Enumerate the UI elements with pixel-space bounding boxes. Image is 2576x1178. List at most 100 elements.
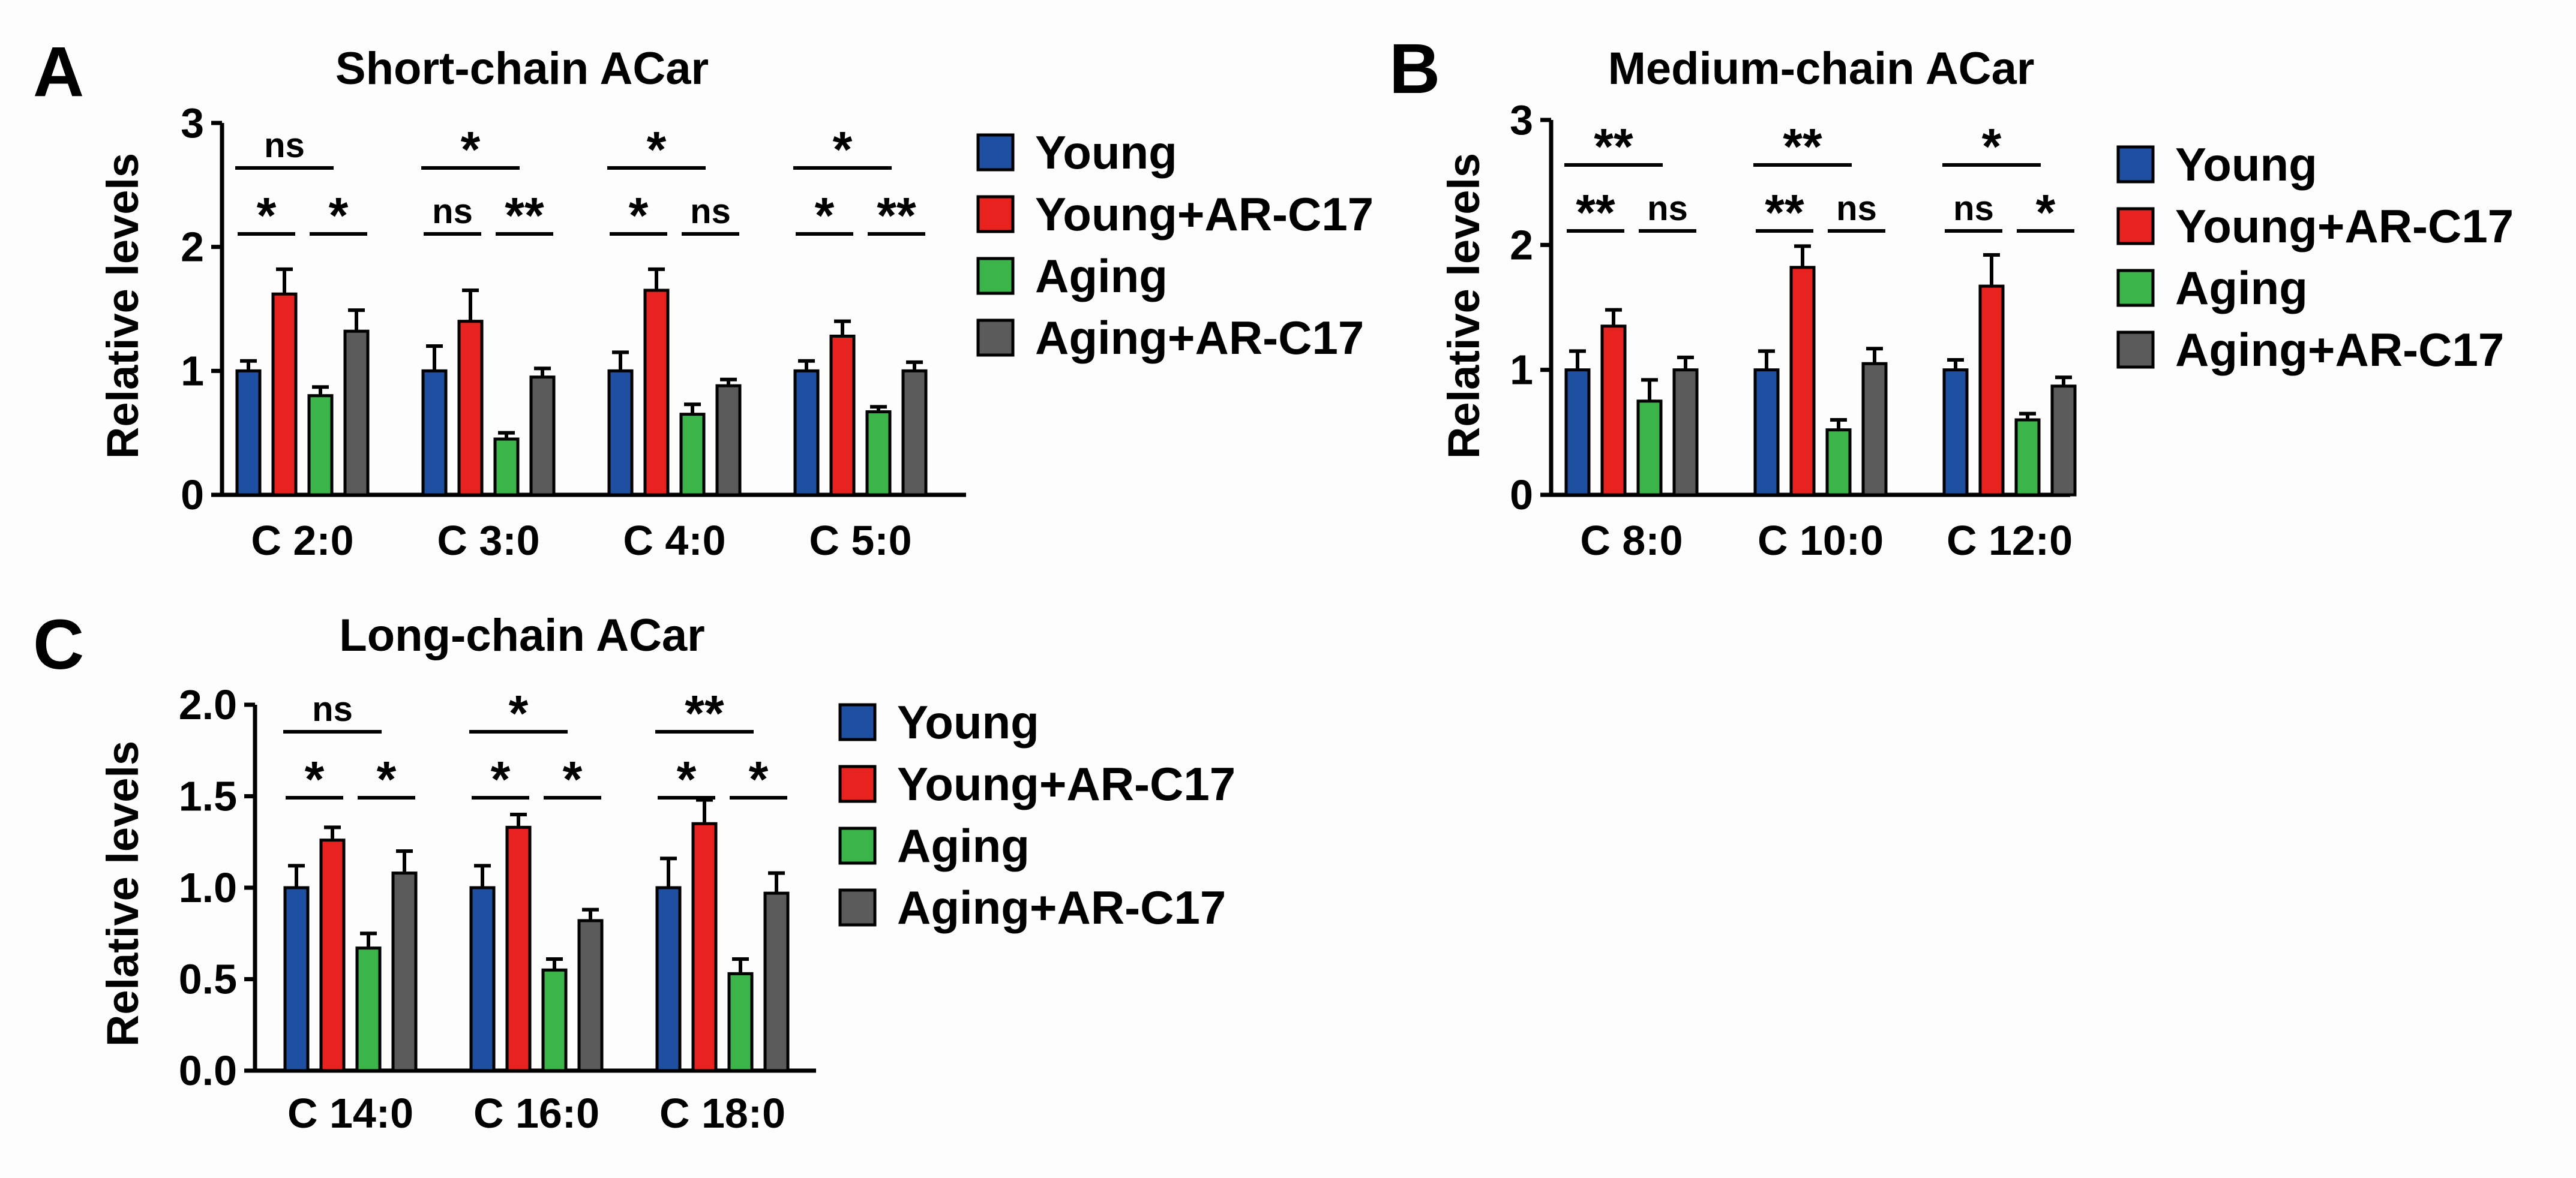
- bar-young-ar-c17: [1600, 324, 1627, 497]
- bar-young: [469, 886, 496, 1072]
- category-label: C 14:0: [287, 1090, 413, 1137]
- significance-label-young-vs-aging: ns: [312, 690, 353, 729]
- bar-young-ar-c17: [643, 289, 670, 497]
- bar-aging: [2014, 418, 2041, 497]
- significance-label-young-vs-young-treated: *: [815, 187, 835, 244]
- bar-aging-ar-c17: [577, 919, 604, 1072]
- legend-label: Aging: [1035, 250, 1168, 302]
- panel-b-ylabel: Relative levels: [1439, 153, 1489, 459]
- panel-a-ylabel: Relative levels: [98, 153, 148, 459]
- significance-label-young-vs-young-treated: ns: [432, 192, 473, 231]
- legend-swatch-young-ar-c17: [976, 195, 1015, 233]
- bar-young: [1753, 368, 1780, 497]
- category-label: C 12:0: [1947, 517, 2073, 564]
- y-tick-label: 3: [181, 100, 204, 146]
- significance-label-aging-vs-aging-treated: ns: [1836, 189, 1877, 228]
- legend-c: Young Young+AR-C17 Aging Aging+AR-C17: [838, 696, 1235, 934]
- bar-aging: [1636, 399, 1663, 497]
- significance-label-young-vs-aging: *: [509, 685, 529, 741]
- y-tick-label: 3: [1510, 97, 1533, 143]
- category-label: C 18:0: [659, 1090, 785, 1137]
- significance-label-aging-vs-aging-treated: *: [2036, 184, 2056, 241]
- bar-young: [1942, 368, 1969, 497]
- legend-label: Young+AR-C17: [2175, 200, 2514, 253]
- y-tick-label: 2: [181, 224, 204, 271]
- significance-label-young-vs-aging: ns: [264, 126, 305, 165]
- bar-aging-ar-c17: [391, 872, 418, 1072]
- y-tick-label: 1: [1510, 347, 1533, 393]
- legend-swatch-aging-ar-c17: [2116, 330, 2155, 369]
- significance-label-aging-vs-aging-treated: *: [563, 751, 583, 807]
- panel-a-title: Short-chain ACar: [335, 43, 709, 94]
- legend-swatch-aging-ar-c17: [976, 318, 1015, 357]
- panel-b: B Medium-chain ACar Relative levels 0 1 2 3…: [1389, 29, 2077, 564]
- category-label: C 2:0: [251, 517, 353, 564]
- bar-young-ar-c17: [319, 839, 346, 1072]
- y-tick-label: 1.5: [179, 773, 237, 820]
- y-tick-label: 0: [181, 471, 204, 518]
- legend-label: Young: [1035, 126, 1177, 179]
- bar-aging-ar-c17: [763, 891, 790, 1072]
- legend-swatch-young-ar-c17: [2116, 207, 2155, 245]
- legend-swatch-young: [976, 133, 1015, 172]
- bar-aging-ar-c17: [715, 384, 742, 497]
- bar-young-ar-c17: [505, 825, 532, 1072]
- significance-label-young-vs-young-treated: *: [677, 751, 697, 807]
- bar-aging: [865, 410, 892, 497]
- bar-aging-ar-c17: [1672, 368, 1699, 497]
- legend-label: Young: [897, 696, 1039, 749]
- legend-label: Aging+AR-C17: [2175, 323, 2504, 376]
- panel-letter-a: A: [33, 32, 84, 112]
- bar-young: [235, 369, 262, 497]
- category-label: C 16:0: [473, 1090, 599, 1137]
- significance-label-aging-vs-aging-treated: ns: [1647, 189, 1688, 228]
- significance-label-young-vs-aging: *: [647, 121, 667, 178]
- legend-swatch-aging: [976, 257, 1015, 295]
- legend-swatch-young: [2116, 145, 2155, 184]
- bar-aging-ar-c17: [2050, 384, 2077, 497]
- legend-swatch-aging-ar-c17: [838, 888, 877, 927]
- legend-swatch-young-ar-c17: [838, 765, 877, 803]
- bar-young-ar-c17: [271, 292, 298, 497]
- bar-young: [1564, 368, 1591, 497]
- significance-label-aging-vs-aging-treated: **: [505, 187, 544, 244]
- bar-young: [283, 886, 310, 1072]
- legend-swatch-aging: [2116, 269, 2155, 307]
- significance-label-young-vs-aging: *: [833, 121, 853, 178]
- significance-label-young-vs-young-treated: **: [1765, 184, 1804, 241]
- panel-b-title: Medium-chain ACar: [1608, 43, 2035, 94]
- panel-letter-b: B: [1389, 29, 1440, 109]
- significance-label-young-vs-young-treated: *: [305, 751, 325, 807]
- bar-young-ar-c17: [1978, 284, 2005, 497]
- significance-label-young-vs-young-treated: *: [491, 751, 511, 807]
- significance-label-young-vs-young-treated: *: [629, 187, 649, 244]
- legend-label: Aging+AR-C17: [1035, 311, 1364, 364]
- bar-aging: [307, 394, 334, 497]
- bar-young: [421, 369, 448, 497]
- y-tick-label: 0.5: [179, 956, 237, 1003]
- bar-aging: [541, 968, 568, 1072]
- y-tick-label: 2: [1510, 221, 1533, 268]
- category-label: C 5:0: [809, 517, 911, 564]
- bar-young: [655, 886, 682, 1072]
- significance-label-young-vs-aging: **: [1594, 118, 1633, 175]
- panel-a: A Short-chain ACar Relative levels 0 1 2 3 C…: [33, 32, 966, 564]
- significance-label-young-vs-aging: *: [461, 121, 481, 178]
- bar-aging-ar-c17: [343, 329, 370, 497]
- panel-b-plot: 0 1 2 3 C 8:0 ** ** ns C 10:0 ** ** ns C 12:0 * ns *: [1510, 97, 2077, 564]
- bar-aging: [1825, 428, 1852, 497]
- panel-c-ylabel: Relative levels: [98, 741, 148, 1047]
- panel-c: C Long-chain ACar Relative levels 0.0 0.5…: [33, 605, 816, 1137]
- significance-label-young-vs-aging: **: [1783, 118, 1822, 175]
- legend-label: Aging: [2175, 262, 2308, 314]
- panel-c-title: Long-chain ACar: [339, 610, 704, 661]
- significance-label-young-vs-young-treated: **: [1576, 184, 1615, 241]
- bar-young-ar-c17: [829, 334, 856, 497]
- significance-label-aging-vs-aging-treated: ns: [690, 192, 731, 231]
- significance-label-aging-vs-aging-treated: *: [377, 751, 397, 807]
- significance-label-young-vs-young-treated: *: [257, 187, 277, 244]
- category-label: C 8:0: [1580, 517, 1683, 564]
- legend-swatch-aging: [838, 827, 877, 865]
- significance-label-young-vs-aging: *: [1982, 118, 2002, 175]
